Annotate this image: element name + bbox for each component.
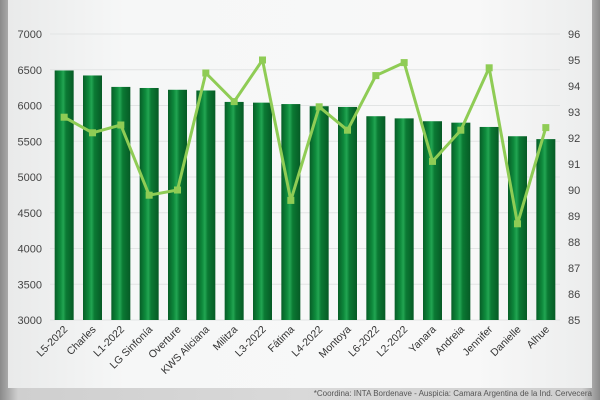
line-marker (372, 72, 380, 80)
line-marker (174, 186, 181, 194)
bar (111, 86, 131, 320)
y-tick-label: 6500 (18, 65, 42, 77)
bar (224, 101, 244, 320)
x-tick-label: L5-2022 (35, 324, 71, 360)
bar (508, 136, 527, 320)
line-marker (457, 126, 465, 134)
y2-tick-label: 87 (568, 263, 580, 275)
y2-tick-label: 86 (568, 289, 580, 301)
line-marker (344, 126, 351, 134)
y2-tick-label: 88 (568, 237, 580, 249)
y2-tick-label: 95 (568, 55, 580, 67)
y-tick-label: 7000 (18, 29, 42, 41)
y-tick-label: 5500 (18, 136, 42, 148)
bar (196, 90, 216, 320)
y2-tick-label: 91 (568, 159, 580, 171)
line-marker (287, 196, 295, 204)
bar (338, 106, 357, 321)
bar (423, 121, 442, 320)
y-tick-label: 5000 (18, 172, 42, 184)
x-tick-label: L2-2022 (375, 324, 411, 360)
bar (139, 87, 159, 320)
y-tick-label: 3500 (18, 279, 42, 291)
line-marker (542, 124, 550, 132)
bar (83, 75, 102, 320)
line-marker (230, 98, 238, 106)
y2-tick-label: 85 (568, 315, 580, 327)
bar (394, 118, 414, 321)
y2-tick-label: 90 (568, 185, 580, 197)
y-tick-label: 6000 (18, 101, 42, 113)
bar (281, 104, 301, 320)
line-marker (429, 157, 436, 165)
y-tick-label: 4500 (18, 208, 42, 220)
bar (536, 139, 556, 320)
footer-credit: *Coordina: INTA Bordenave - Auspicia: Ca… (313, 389, 592, 398)
y-tick-label: 3000 (18, 315, 42, 327)
line-marker (60, 113, 68, 121)
line-marker (514, 220, 521, 228)
line-marker (315, 103, 323, 111)
line-marker (485, 64, 493, 72)
line-marker (202, 69, 210, 77)
x-tick-label: Danielle (488, 324, 523, 359)
x-tick-label: Alhue (524, 324, 552, 352)
bar (366, 116, 386, 320)
x-tick-label: L3-2022 (233, 324, 269, 360)
line-marker (400, 59, 408, 67)
line-marker (259, 56, 266, 64)
y2-tick-label: 94 (568, 81, 580, 93)
bar (54, 70, 74, 320)
bar (168, 89, 187, 321)
y2-tick-label: 96 (568, 29, 580, 41)
line-marker (145, 191, 153, 199)
line-marker (89, 129, 96, 137)
bar (253, 102, 272, 320)
series-line (63, 58, 548, 226)
bar (451, 122, 471, 320)
line-marker (117, 121, 125, 129)
bar (309, 106, 329, 320)
bar (479, 126, 499, 320)
y2-tick-label: 92 (568, 133, 580, 145)
y2-tick-label: 89 (568, 211, 580, 223)
y2-tick-label: 93 (568, 107, 580, 119)
y-tick-label: 4000 (18, 244, 42, 256)
